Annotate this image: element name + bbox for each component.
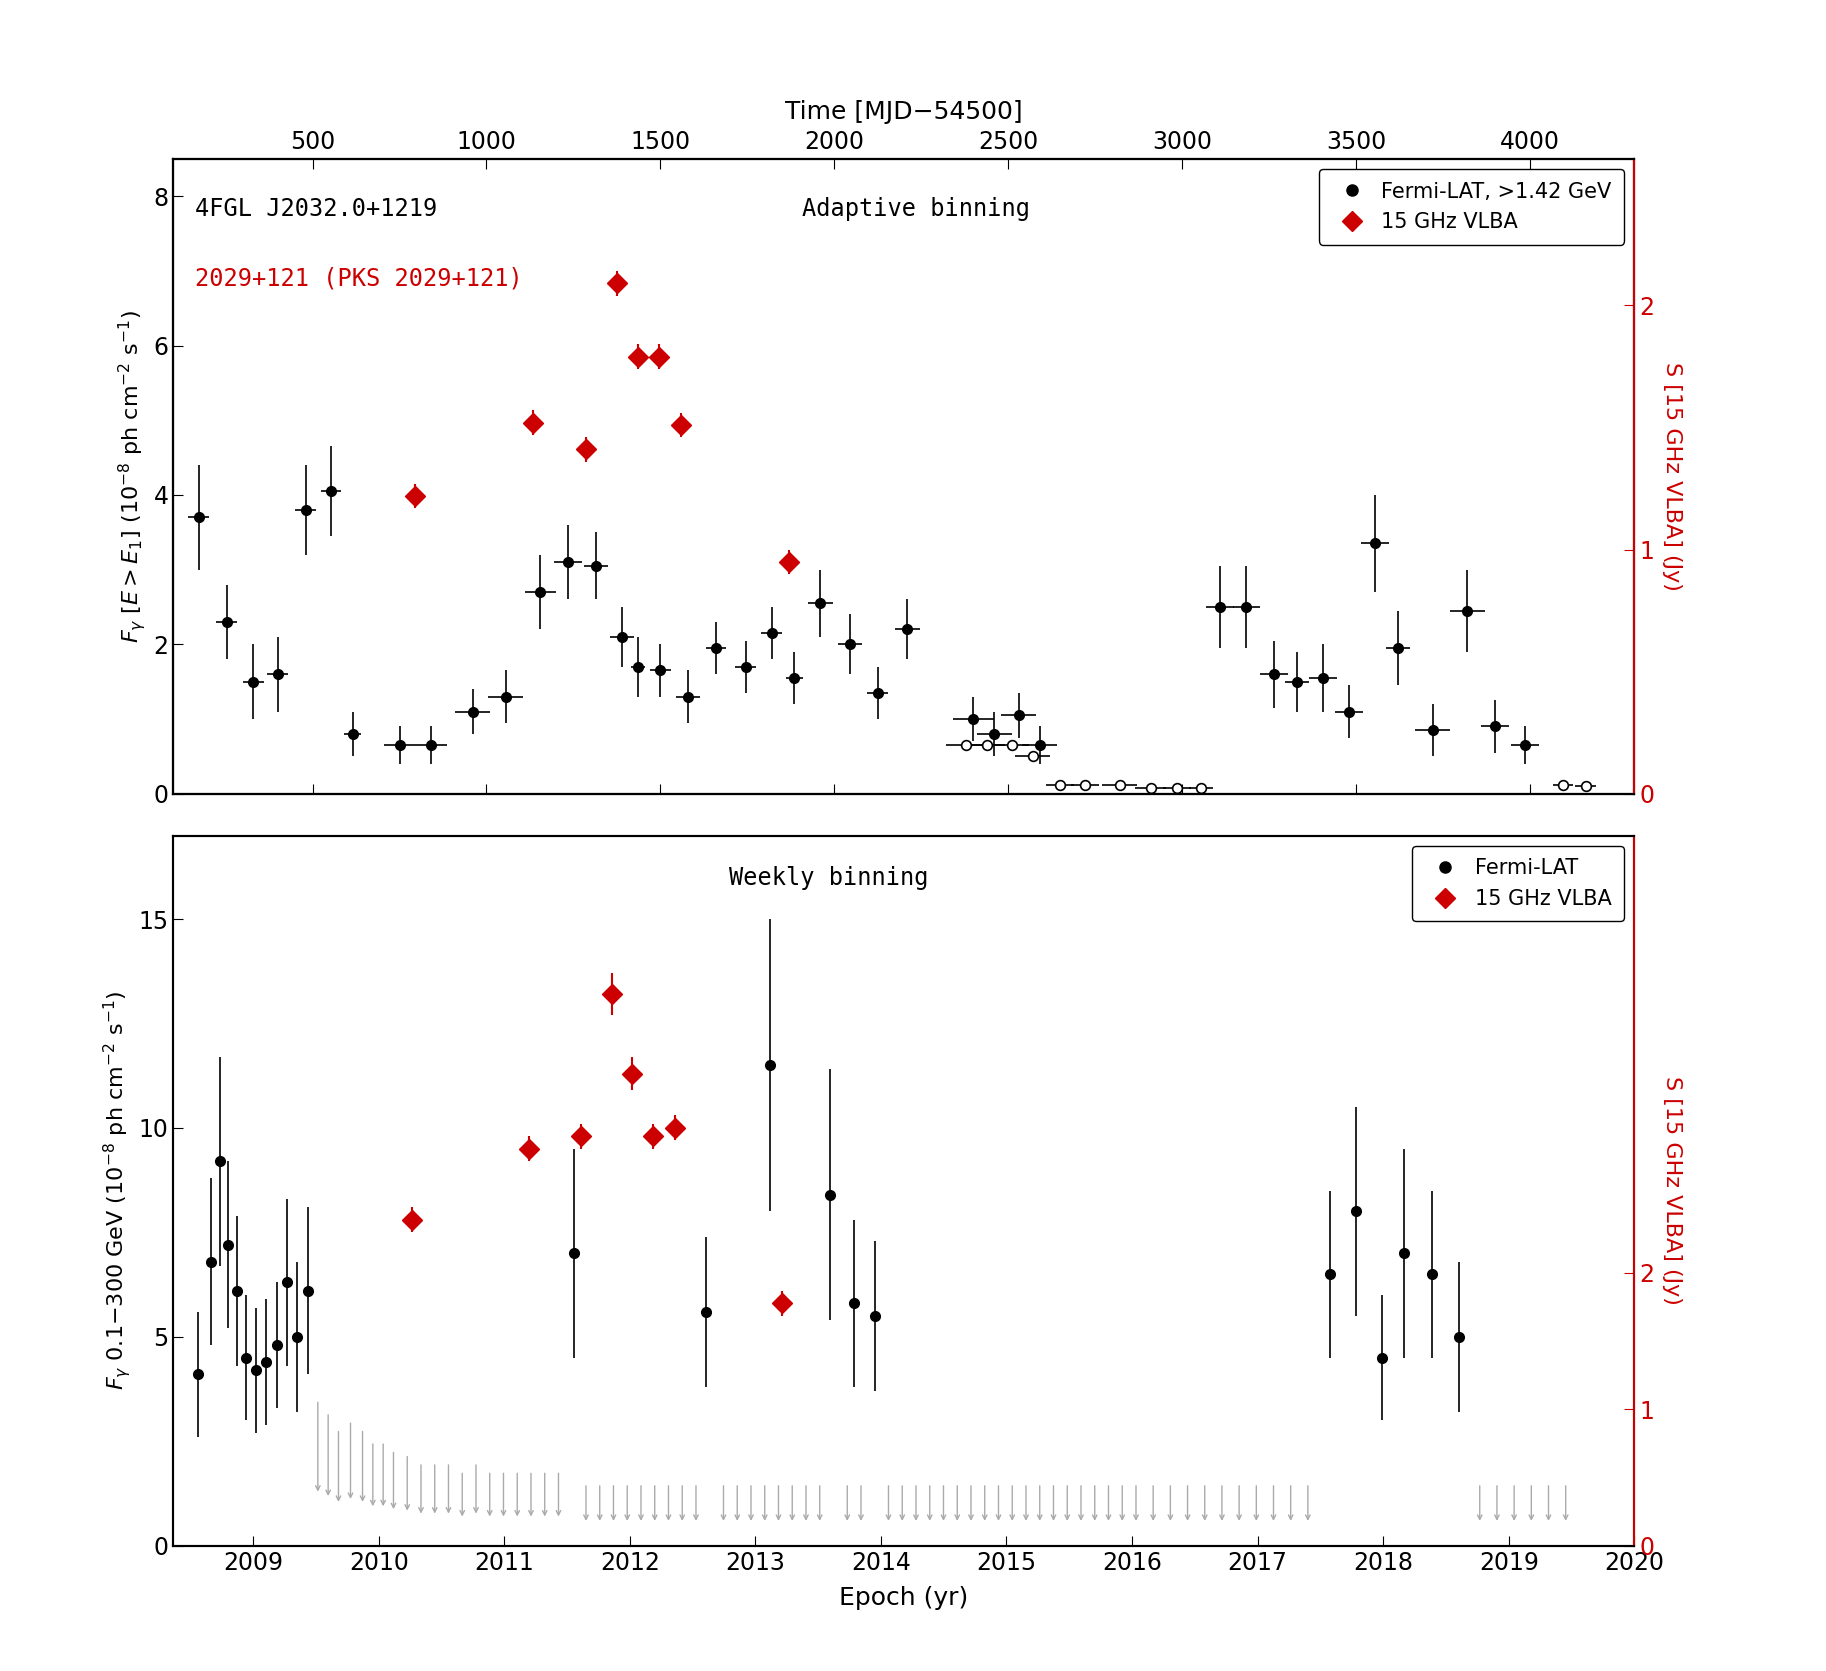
- Text: Weekly binning: Weekly binning: [729, 866, 928, 891]
- Text: 2029+121 (PKS 2029+121): 2029+121 (PKS 2029+121): [195, 267, 522, 291]
- Y-axis label: S [15 GHz VLBA] (Jy): S [15 GHz VLBA] (Jy): [1662, 363, 1682, 590]
- Text: Adaptive binning: Adaptive binning: [802, 197, 1030, 221]
- Y-axis label: $F_{\gamma}\ [E>E_1]\ (10^{-8}\ \mathrm{ph\ cm^{-2}\ s^{-1}})$: $F_{\gamma}\ [E>E_1]\ (10^{-8}\ \mathrm{…: [115, 309, 148, 643]
- Legend: Fermi-LAT, >1.42 GeV, 15 GHz VLBA: Fermi-LAT, >1.42 GeV, 15 GHz VLBA: [1318, 169, 1623, 244]
- X-axis label: Time [MJD−54500]: Time [MJD−54500]: [785, 100, 1023, 124]
- Y-axis label: $F_{\gamma}\ 0.1{-}300\ \mathrm{GeV}\ (10^{-8}\ \mathrm{ph\ cm^{-2}\ s^{-1}})$: $F_{\gamma}\ 0.1{-}300\ \mathrm{GeV}\ (1…: [100, 991, 133, 1390]
- Text: 4FGL J2032.0+1219: 4FGL J2032.0+1219: [195, 197, 438, 221]
- Y-axis label: S [15 GHz VLBA] (Jy): S [15 GHz VLBA] (Jy): [1662, 1076, 1682, 1305]
- X-axis label: Epoch (yr): Epoch (yr): [840, 1586, 968, 1609]
- Legend: Fermi-LAT, 15 GHz VLBA: Fermi-LAT, 15 GHz VLBA: [1411, 846, 1623, 921]
